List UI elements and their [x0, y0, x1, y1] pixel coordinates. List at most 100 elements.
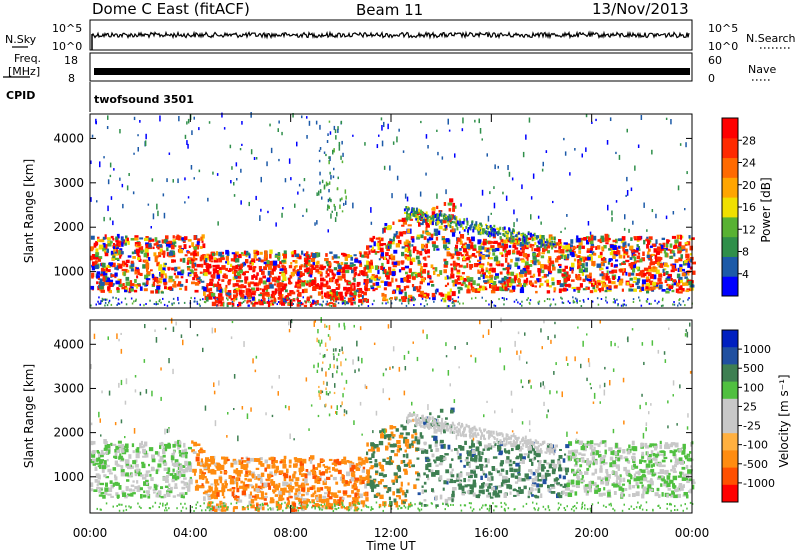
radar-cell: [296, 269, 300, 274]
radar-cell: [507, 165, 509, 171]
radar-cell: [550, 242, 553, 247]
radar-cell: [679, 246, 684, 252]
radar-cell: [177, 266, 181, 270]
radar-cell: [678, 291, 683, 294]
radar-cell: [581, 453, 586, 457]
radar-cell: [420, 278, 425, 283]
radar-cell: [471, 236, 475, 242]
radar-cell: [429, 280, 434, 283]
radar-cell: [388, 255, 392, 260]
radar-cell: [549, 242, 552, 246]
radar-cell: [97, 453, 102, 458]
radar-cell: [571, 250, 575, 254]
radar-cell: [536, 253, 539, 256]
radar-cell: [373, 299, 375, 302]
radar-cell: [237, 304, 239, 306]
radar-cell: [95, 252, 100, 256]
radar-cell: [541, 168, 544, 172]
radar-cell: [259, 251, 263, 255]
radar-cell: [688, 297, 690, 300]
radar-cell: [279, 271, 283, 275]
radar-cell: [557, 241, 561, 245]
radar-cell: [255, 483, 258, 489]
radar-cell: [281, 131, 283, 136]
radar-cell: [154, 255, 159, 259]
radar-cell: [689, 266, 693, 270]
radar-cell: [494, 304, 497, 307]
radar-cell: [517, 278, 521, 283]
radar-cell: [136, 251, 140, 256]
radar-cell: [177, 178, 179, 184]
radar-cell: [142, 282, 146, 286]
radar-cell: [619, 263, 622, 266]
radar-cell: [304, 268, 308, 273]
radar-cell: [192, 277, 196, 281]
radar-cell: [560, 249, 565, 254]
radar-cell: [435, 222, 437, 225]
radar-cell: [370, 221, 373, 225]
radar-cell: [501, 239, 507, 244]
radar-cell: [487, 445, 493, 450]
radar-cell: [187, 118, 190, 124]
radar-cell: [130, 268, 134, 272]
radar-cell: [297, 292, 302, 297]
radar-cell: [303, 304, 308, 308]
radar-cell: [165, 243, 171, 247]
radar-cell: [591, 234, 594, 240]
radar-cell: [327, 268, 332, 272]
radar-cell: [538, 241, 541, 245]
radar-cell: [520, 285, 524, 290]
radar-cell: [665, 290, 670, 294]
radar-cell: [206, 253, 210, 256]
radar-cell: [231, 265, 236, 270]
radar-cell: [374, 287, 378, 291]
radar-cell: [277, 275, 281, 281]
radar-cell: [626, 128, 628, 133]
radar-cell: [131, 443, 135, 448]
radar-cell: [104, 304, 106, 307]
radar-cell: [460, 283, 464, 287]
radar-cell: [385, 271, 389, 275]
radar-cell: [136, 284, 141, 287]
radar-cell: [422, 230, 425, 234]
radar-cell: [586, 278, 592, 282]
radar-cell: [330, 299, 332, 302]
radar-cell: [647, 248, 651, 252]
radar-cell: [571, 485, 576, 488]
radar-cell: [129, 280, 133, 285]
radar-cell: [146, 254, 149, 259]
radar-cell: [341, 273, 346, 278]
radar-cell: [602, 462, 606, 466]
radar-cell: [630, 272, 635, 276]
radar-cell: [100, 491, 105, 495]
radar-cell: [552, 264, 555, 269]
radar-cell: [145, 133, 147, 140]
radar-cell: [451, 220, 454, 224]
radar-cell: [150, 269, 153, 272]
radar-cell: [617, 250, 621, 255]
radar-cell: [382, 267, 385, 271]
radar-cell: [543, 476, 548, 481]
radar-cell: [97, 451, 101, 454]
radar-cell: [628, 485, 632, 490]
radar-cell: [186, 121, 188, 125]
radar-cell: [441, 297, 444, 300]
radar-cell: [515, 234, 518, 238]
radar-cell: [116, 304, 118, 306]
radar-cell: [503, 303, 505, 306]
radar-cell: [596, 263, 601, 268]
radar-cell: [506, 230, 509, 233]
radar-cell: [279, 268, 284, 271]
radar-cell: [441, 156, 444, 160]
radar-cell: [622, 242, 626, 247]
radar-cell: [364, 483, 368, 489]
radar-cell: [583, 259, 586, 263]
radar-cell: [372, 235, 376, 239]
radar-cell: [332, 302, 336, 307]
radar-cell: [470, 454, 473, 460]
radar-cell: [155, 303, 157, 306]
radar-cell: [346, 301, 350, 305]
radar-cell: [446, 275, 449, 280]
radar-cell: [357, 294, 362, 298]
radar-cell: [106, 126, 109, 130]
